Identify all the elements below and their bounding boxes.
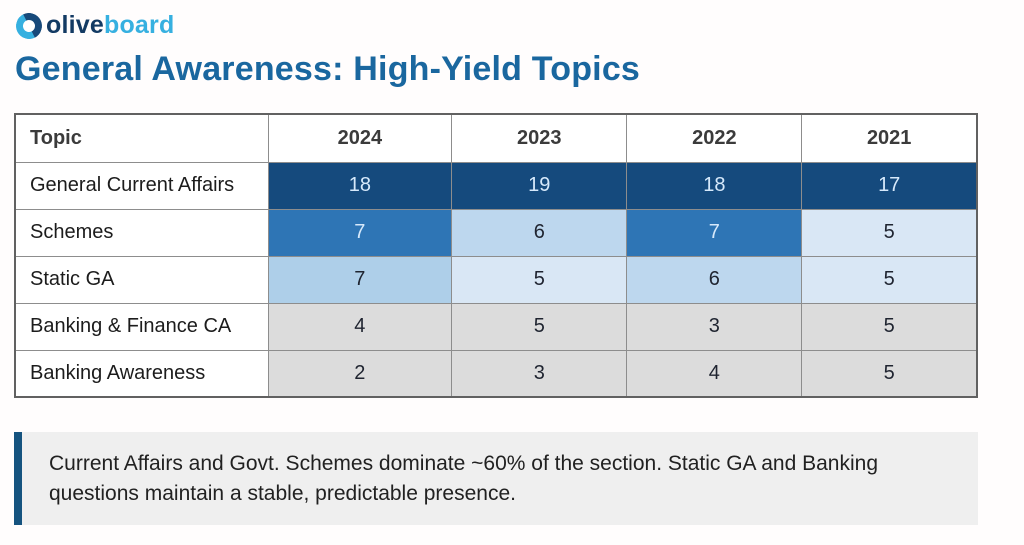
oliveboard-logo-text: oliveboard [46, 11, 174, 40]
value-cell: 5 [801, 349, 978, 398]
value-cell: 6 [626, 255, 803, 304]
high-yield-topics-table: Topic 2024 2023 2022 2021 General Curren… [14, 113, 978, 398]
topic-cell: General Current Affairs [14, 161, 269, 210]
column-header-2024: 2024 [267, 113, 453, 163]
logo-olive-text: olive [46, 11, 104, 39]
value-cell: 4 [626, 349, 803, 398]
table-row: Static GA 7 5 6 5 [14, 255, 978, 304]
value-cell: 4 [267, 302, 453, 351]
table-header-row: Topic 2024 2023 2022 2021 [14, 113, 978, 163]
value-cell: 18 [626, 161, 803, 210]
takeaway-note: Current Affairs and Govt. Schemes domina… [14, 432, 978, 525]
value-cell: 5 [801, 255, 978, 304]
table-body: General Current Affairs 18 19 18 17 Schemes 7 6… [14, 161, 978, 398]
topic-cell: Banking & Finance CA [14, 302, 269, 351]
value-cell: 18 [267, 161, 453, 210]
oliveboard-logo-icon [12, 9, 46, 42]
table-row: Banking Awareness 2 3 4 5 [14, 349, 978, 398]
column-header-2023: 2023 [451, 113, 628, 163]
table-row: Banking & Finance CA 4 5 3 5 [14, 302, 978, 351]
table-row: General Current Affairs 18 19 18 17 [14, 161, 978, 210]
value-cell: 2 [267, 349, 453, 398]
logo-board-text: board [103, 11, 175, 39]
takeaway-note-text: Current Affairs and Govt. Schemes domina… [49, 451, 878, 505]
value-cell: 7 [267, 255, 453, 304]
oliveboard-logo: oliveboard [12, 9, 174, 42]
value-cell: 19 [451, 161, 628, 210]
value-cell: 5 [451, 255, 628, 304]
page-title: General Awareness: High-Yield Topics [15, 50, 641, 88]
column-header-2022: 2022 [626, 113, 803, 163]
value-cell: 7 [626, 208, 803, 257]
topic-cell: Static GA [14, 255, 269, 304]
value-cell: 5 [801, 302, 978, 351]
topic-cell: Schemes [14, 208, 269, 257]
value-cell: 3 [451, 349, 628, 398]
value-cell: 5 [451, 302, 628, 351]
topic-cell: Banking Awareness [14, 349, 269, 398]
value-cell: 6 [451, 208, 628, 257]
value-cell: 5 [801, 208, 978, 257]
column-header-2021: 2021 [801, 113, 978, 163]
value-cell: 7 [267, 208, 453, 257]
table-header: Topic 2024 2023 2022 2021 [14, 113, 978, 163]
value-cell: 17 [801, 161, 978, 210]
table-row: Schemes 7 6 7 5 [14, 208, 978, 257]
column-header-topic: Topic [14, 113, 269, 163]
value-cell: 3 [626, 302, 803, 351]
